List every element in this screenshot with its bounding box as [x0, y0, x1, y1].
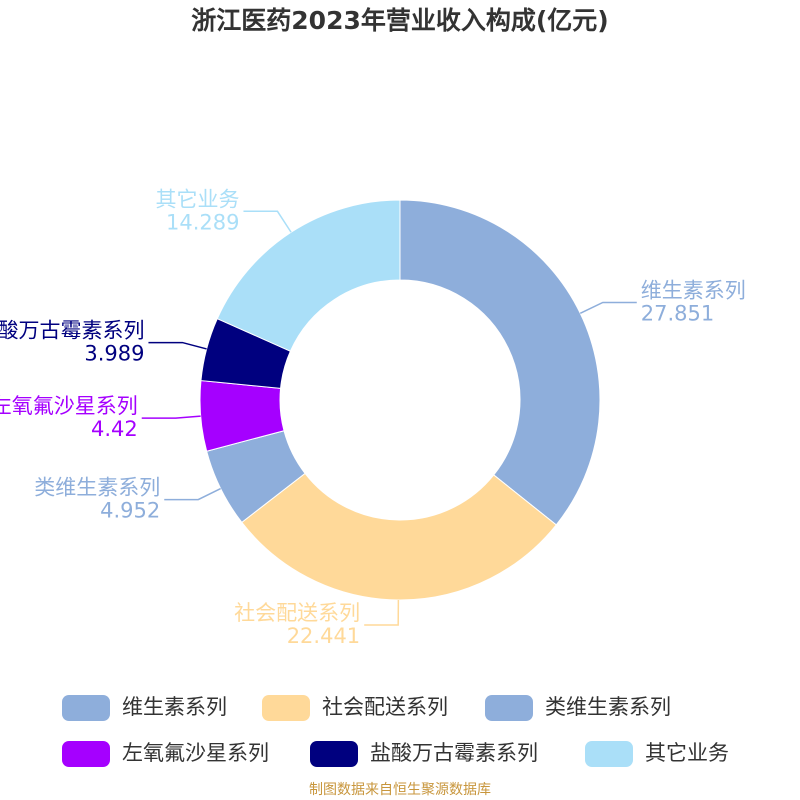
legend-swatch [485, 695, 533, 721]
legend-swatch [62, 695, 110, 721]
legend-label: 盐酸万古霉素系列 [370, 741, 538, 765]
slice-value: 27.851 [641, 301, 714, 325]
leader-line [141, 415, 201, 419]
chart-title: 浙江医药2023年营业收入构成(亿元) [191, 6, 608, 35]
legend-label: 其它业务 [645, 741, 729, 765]
leader-line [148, 341, 207, 350]
leader-line [243, 210, 292, 233]
slice-value: 3.989 [84, 342, 144, 366]
legend-swatch [262, 695, 310, 721]
leader-line [164, 487, 221, 501]
slice-label: 社会配送系列 [234, 601, 360, 625]
leader-line [579, 301, 637, 315]
pie-slice [241, 472, 557, 601]
legend-label: 左氧氟沙星系列 [122, 741, 269, 765]
legend-swatch [310, 741, 358, 767]
slice-value: 22.441 [287, 624, 360, 648]
slice-label: 类维生素系列 [34, 476, 160, 500]
slice-value: 14.289 [166, 210, 239, 234]
legend-swatch [62, 741, 110, 767]
legend-swatch [585, 741, 633, 767]
leader-line [364, 599, 400, 626]
legend-label: 社会配送系列 [322, 695, 448, 719]
source-note: 制图数据来自恒生聚源数据库 [309, 782, 491, 798]
slice-label: 其它业务 [155, 187, 239, 211]
slice-value: 4.952 [100, 499, 160, 523]
legend-label: 类维生素系列 [545, 695, 671, 719]
slice-label: 维生素系列 [641, 278, 746, 302]
pie-slice [399, 199, 601, 526]
legend-label: 维生素系列 [122, 695, 227, 719]
slice-label: 左氧氟沙星系列 [0, 394, 138, 418]
slice-label: 盐酸万古霉素系列 [0, 319, 144, 343]
slice-value: 4.42 [91, 417, 138, 441]
pie-slice [216, 199, 401, 352]
